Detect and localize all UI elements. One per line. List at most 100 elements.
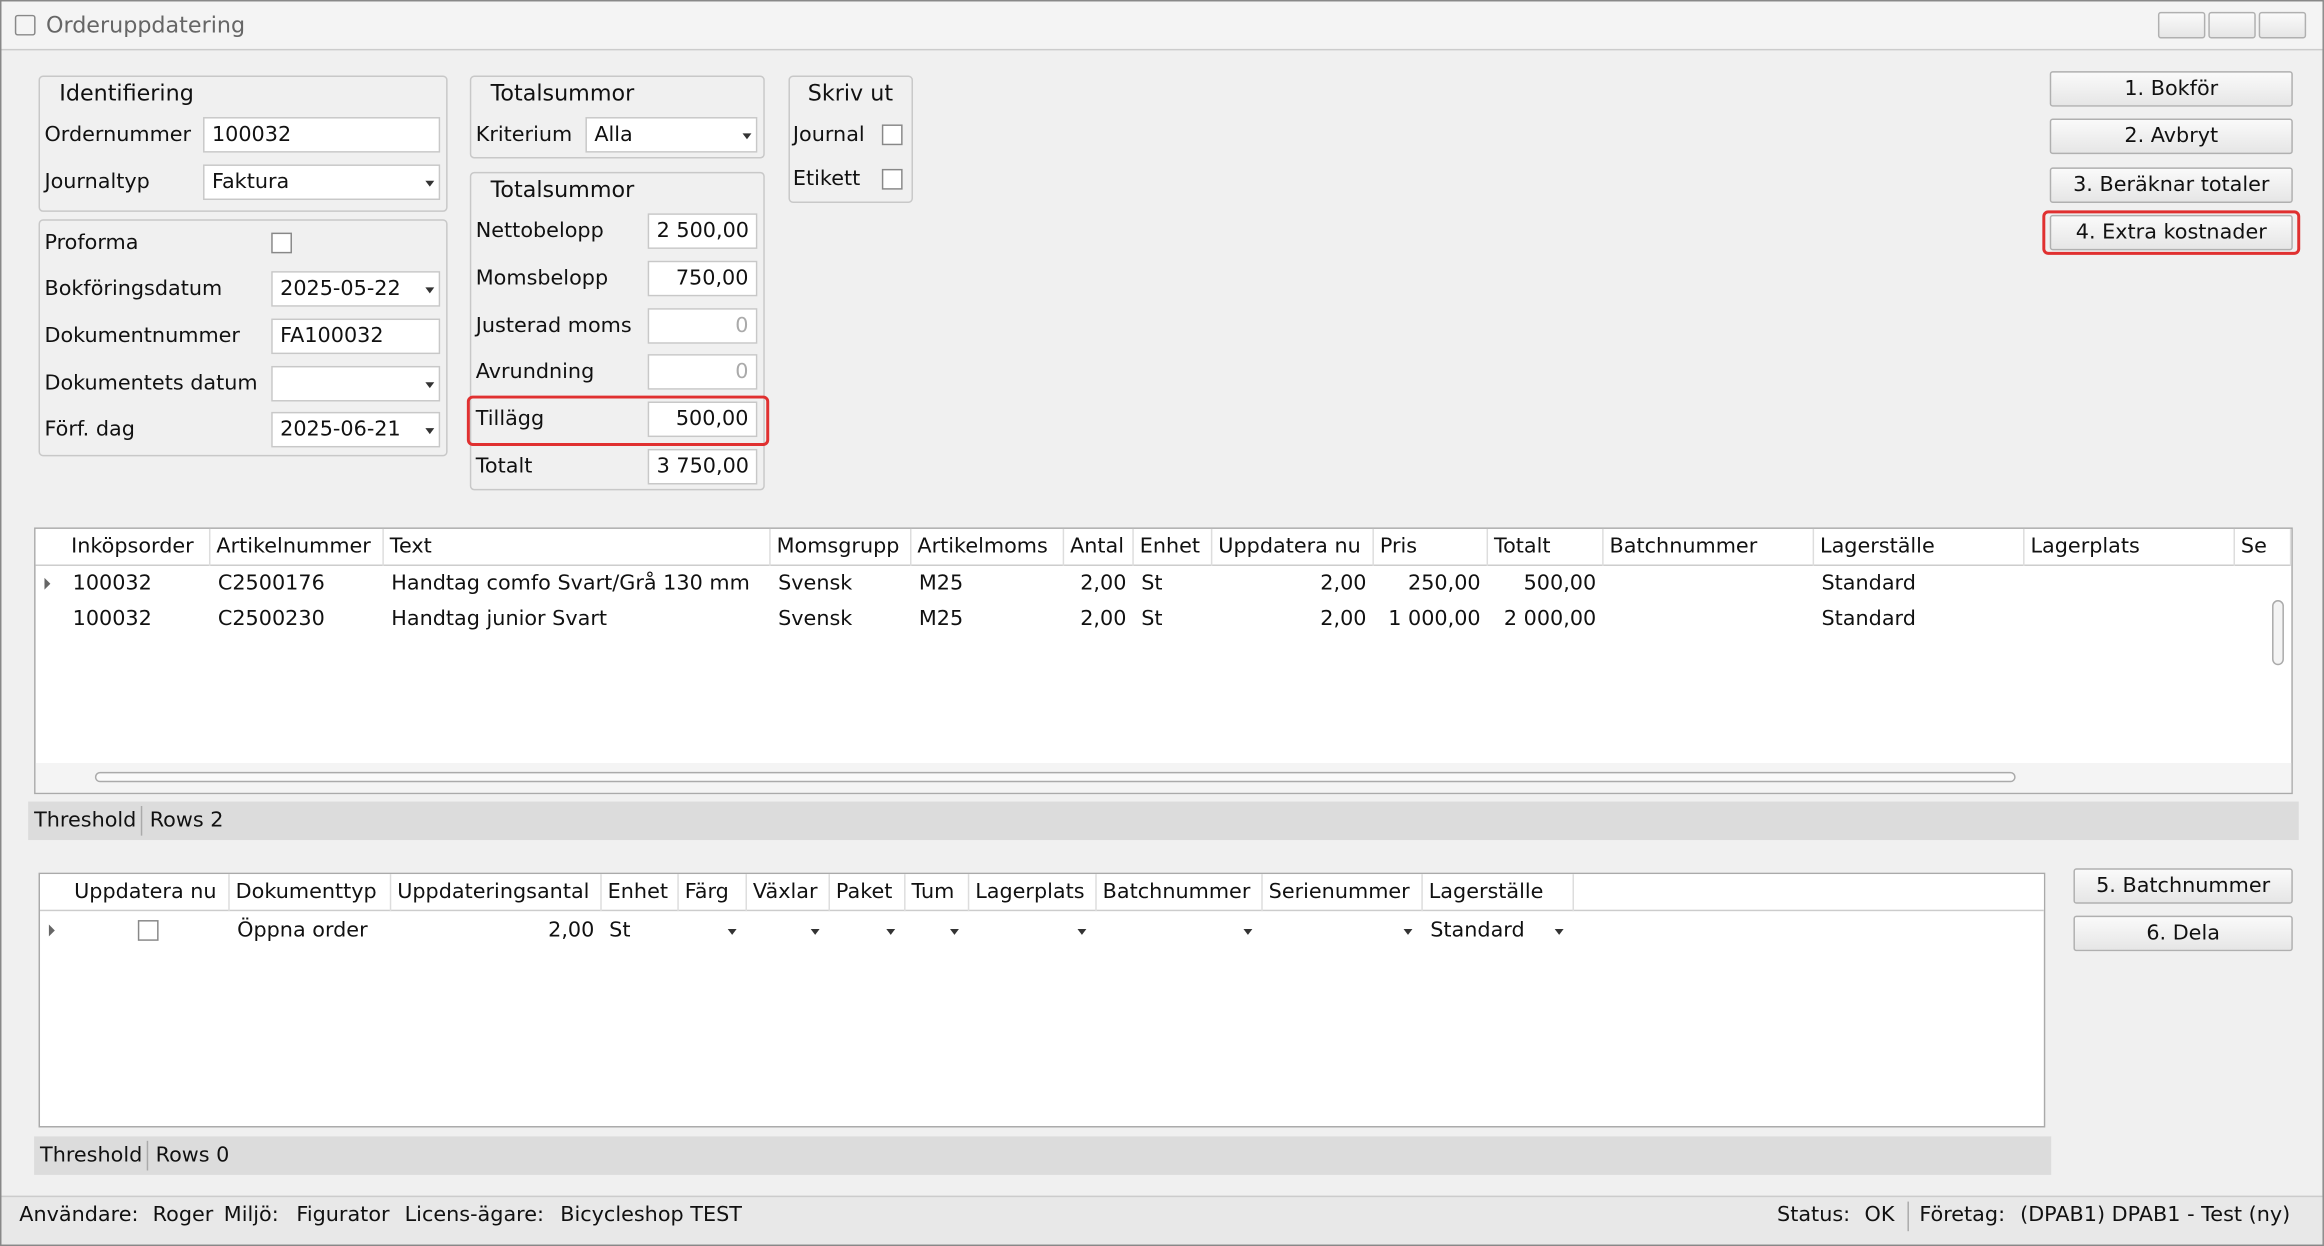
grid-cell: Handtag comfo Svart/Grå 130 mm [391, 571, 750, 596]
dropdown-arrow [1403, 928, 1413, 935]
status-text: Figurator [296, 1203, 390, 1227]
status-text: Status: [1777, 1203, 1851, 1227]
grid-cell: Svensk [778, 607, 853, 632]
column-header: Växlar [747, 874, 830, 912]
grid-cell: St [609, 918, 631, 943]
row-indicator [44, 577, 51, 590]
v-scrollbar-thumb [2272, 600, 2284, 666]
dropdown-arrow [425, 428, 435, 435]
field-label: Tillägg [475, 407, 545, 432]
dropdown-arrow [810, 928, 820, 935]
action-button[interactable]: 2. Avbryt [2049, 118, 2293, 155]
window-title: Orderuppdatering [45, 11, 246, 39]
maximize-button[interactable] [2208, 11, 2256, 39]
column-header: Totalt [1488, 528, 1604, 566]
action-button[interactable]: 4. Extra kostnader [2049, 214, 2293, 251]
footer-text: Threshold [34, 808, 137, 833]
action-button[interactable]: 3. Beräknar totaler [2049, 166, 2293, 203]
grid-cell: M25 [918, 571, 964, 596]
amount-input[interactable]: 0 [647, 307, 758, 344]
date-input[interactable] [271, 365, 441, 401]
column-header: Se [2235, 528, 2292, 566]
field-label: Bokföringsdatum [44, 277, 223, 301]
amount-input[interactable]: 0 [647, 354, 758, 391]
date-input[interactable]: FA100032 [271, 318, 441, 354]
text-input[interactable]: 100032 [203, 117, 441, 153]
option-label: Etikett [792, 167, 861, 192]
grid-cell: 2,00 [1080, 571, 1127, 596]
dropdown-arrow [425, 287, 435, 294]
field-label: Nettobelopp [475, 219, 604, 243]
group-title: Identifiering [59, 80, 194, 107]
text-input[interactable]: Faktura [203, 164, 441, 201]
column-header: Uppdatera nu [68, 874, 230, 912]
grid-footer: Threshold Rows 0 [34, 1136, 2052, 1175]
column-header: Lagerställe [1814, 528, 2025, 566]
row-indicator [48, 924, 55, 937]
grid-cell: Handtag junior Svart [391, 607, 608, 632]
grid-cell: 2,00 [548, 918, 595, 943]
grid-cell: 2,00 [1320, 571, 1367, 596]
minimize-button[interactable] [2157, 11, 2206, 39]
checkbox[interactable] [881, 168, 903, 190]
column-header: Enhet [602, 874, 679, 912]
group-title: Skriv ut [807, 80, 894, 107]
action-button[interactable]: 5. Batchnummer [2073, 868, 2293, 904]
select-input[interactable]: Alla [585, 117, 758, 153]
close-button[interactable] [2258, 11, 2307, 39]
column-header: Text [384, 528, 771, 566]
group-title: Totalsummor [490, 80, 635, 107]
grid-cell: C2500230 [217, 607, 325, 632]
option-label: Journal [792, 122, 865, 147]
field-label: Momsbelopp [475, 266, 609, 291]
separator [140, 805, 143, 836]
amount-input[interactable]: 500,00 [647, 401, 758, 438]
grid-cell: St [1141, 607, 1163, 632]
column-header: Antal [1064, 528, 1134, 566]
status-text: Företag: [1919, 1203, 2006, 1227]
grid-footer: Threshold Rows 2 [28, 801, 2299, 841]
status-text: Miljö: [223, 1203, 279, 1227]
grid-cell: Svensk [778, 571, 853, 596]
title-bar [1, 1, 2323, 51]
highlight [2042, 210, 2301, 255]
column-header: Tum [906, 874, 970, 912]
field-label: Ordernummer [44, 122, 192, 147]
grid-cell: St [1141, 571, 1163, 596]
checkbox[interactable] [137, 920, 159, 941]
column-header: Enhet [1134, 528, 1213, 566]
field-label: Proforma [44, 231, 139, 255]
checkbox[interactable] [271, 232, 292, 254]
grid-cell: 1 000,00 [1388, 607, 1481, 632]
grid-header: Uppdatera nu Dokumenttyp Uppdateringsantal… [40, 874, 2044, 912]
date-input[interactable]: 2025-06-21 [271, 412, 441, 449]
status-text: Licens-ägare: [404, 1203, 545, 1227]
data-grid: Inköpsorder Artikelnummer Text Momsgrupp Art… [34, 527, 2293, 795]
status-text: (DPAB1) DPAB1 - Test (ny) [2020, 1203, 2291, 1227]
grid-cell: Öppna order [237, 918, 368, 943]
grid-cell: Standard [1430, 918, 1525, 943]
field-label: Förf. dag [44, 418, 135, 443]
status-text: OK [1864, 1203, 1895, 1227]
column-header: Artikelnummer [210, 528, 384, 566]
grid-cell: 2 000,00 [1503, 607, 1597, 632]
checkbox[interactable] [881, 124, 903, 146]
h-scrollbar-thumb [94, 771, 2016, 783]
grid-header: Inköpsorder Artikelnummer Text Momsgrupp Art… [35, 528, 2292, 566]
action-button[interactable]: 6. Dela [2073, 915, 2293, 952]
date-input[interactable]: 2025-05-22 [271, 271, 441, 307]
amount-input[interactable]: 750,00 [647, 260, 758, 297]
footer-text: Threshold [40, 1143, 143, 1168]
status-text: Användare: [19, 1203, 139, 1227]
column-header: Momsgrupp [771, 528, 912, 566]
column-header: Pris [1374, 528, 1489, 566]
amount-input[interactable]: 3 750,00 [647, 448, 758, 485]
amount-input[interactable]: 2 500,00 [647, 213, 758, 249]
status-text: Bicycleshop TEST [560, 1203, 742, 1227]
footer-text: Rows 2 [149, 808, 224, 833]
column-header: Batchnummer [1604, 528, 1815, 566]
dropdown-arrow [1554, 928, 1564, 935]
column-header: Lagerplats [2025, 528, 2236, 566]
action-button[interactable]: 1. Bokför [2049, 71, 2293, 107]
